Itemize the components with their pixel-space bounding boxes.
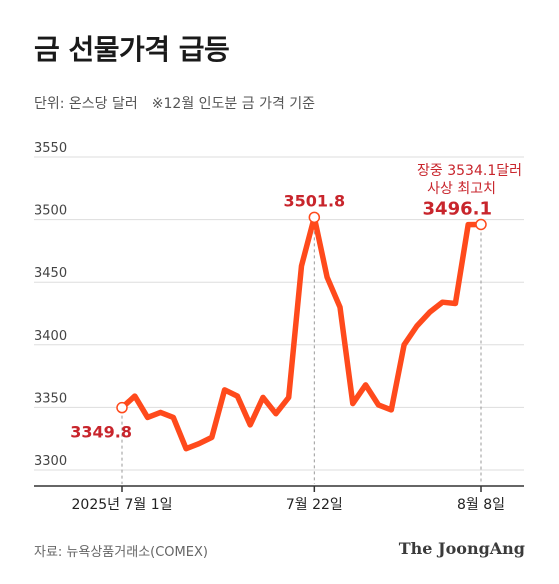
data-point-marker <box>116 401 128 414</box>
y-tick-label: 3500 <box>34 204 67 219</box>
peak-value-label: 3501.8 <box>283 191 345 210</box>
y-tick-label: 3350 <box>34 391 67 406</box>
x-tick-label: 8월 8일 <box>457 497 505 513</box>
price-series-line <box>119 214 484 452</box>
y-tick-label: 3450 <box>34 266 67 281</box>
data-point-marker <box>475 218 487 231</box>
y-tick-label: 3400 <box>34 329 67 344</box>
publisher-logo: The JoongAng <box>398 539 525 558</box>
record-annotation-line2: 사상 최고치 <box>427 181 496 197</box>
y-tick-label: 3550 <box>34 141 67 156</box>
record-annotation-line1: 장중 3534.1달러 <box>417 163 522 179</box>
data-point-marker <box>308 211 321 224</box>
x-tick-label: 2025년 7월 1일 <box>72 497 173 513</box>
chart-title: 금 선물가격 급등 <box>34 33 230 66</box>
basis-note: ※12월 인도분 금 가격 기준 <box>151 96 316 112</box>
y-tick-label: 3300 <box>34 454 67 469</box>
start-value-label: 3349.8 <box>70 423 132 442</box>
chart-subtitle: 단위: 온스당 달러 ※12월 인도분 금 가격 기준 <box>34 93 315 113</box>
source-note: 자료: 뉴욕상품거래소(COMEX) <box>34 545 208 560</box>
unit-label: 단위: 온스당 달러 <box>34 96 138 112</box>
x-tick-label: 7월 22일 <box>286 497 343 513</box>
end-value-label: 3496.1 <box>423 198 492 219</box>
